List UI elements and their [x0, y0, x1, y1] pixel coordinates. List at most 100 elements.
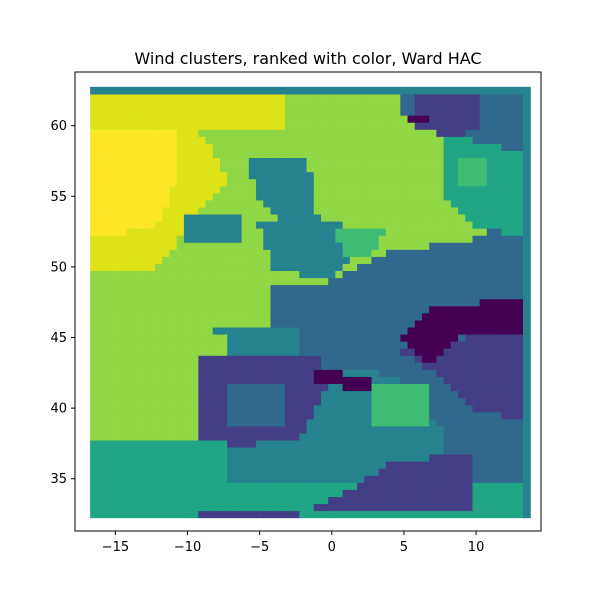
- heatmap-cell: [176, 411, 185, 420]
- heatmap-cell: [400, 115, 409, 123]
- heatmap-cell: [126, 206, 135, 215]
- heatmap-cell: [342, 235, 351, 243]
- heatmap-cell: [126, 383, 135, 392]
- heatmap-cell: [436, 164, 445, 173]
- heatmap-cell: [371, 369, 380, 377]
- heatmap-cell: [234, 242, 243, 250]
- heatmap-cell: [263, 369, 272, 377]
- heatmap-cell: [306, 411, 315, 420]
- heatmap-cell: [443, 277, 452, 286]
- heatmap-cell: [299, 454, 308, 462]
- heatmap-cell: [111, 468, 120, 476]
- heatmap-cell: [198, 298, 207, 307]
- heatmap-cell: [494, 383, 502, 392]
- heatmap-cell: [256, 143, 264, 151]
- heatmap-cell: [133, 185, 142, 194]
- heatmap-cell: [227, 221, 236, 229]
- heatmap-cell: [508, 192, 517, 201]
- heatmap-cell: [133, 362, 142, 370]
- heatmap-cell: [486, 312, 495, 321]
- heatmap-cell: [436, 178, 445, 187]
- heatmap-cell: [472, 136, 481, 144]
- heatmap-cell: [465, 206, 474, 215]
- heatmap-cell: [299, 256, 308, 264]
- heatmap-cell: [97, 355, 106, 363]
- heatmap-cell: [133, 446, 142, 455]
- heatmap-cell: [227, 425, 236, 434]
- heatmap-cell: [429, 383, 437, 392]
- heatmap-cell: [256, 503, 264, 512]
- heatmap-cell: [155, 298, 163, 307]
- heatmap-cell: [133, 404, 142, 413]
- heatmap-cell: [378, 171, 387, 180]
- heatmap-cell: [501, 489, 510, 497]
- heatmap-cell: [90, 369, 98, 377]
- heatmap-cell: [133, 369, 142, 377]
- heatmap-cell: [436, 129, 445, 137]
- heatmap-cell: [342, 411, 351, 420]
- heatmap-cell: [407, 446, 416, 455]
- heatmap-cell: [263, 348, 272, 356]
- heatmap-cell: [256, 108, 264, 116]
- heatmap-cell: [241, 404, 250, 413]
- heatmap-cell: [378, 192, 387, 201]
- heatmap-cell: [385, 291, 394, 300]
- heatmap-cell: [515, 432, 524, 441]
- heatmap-cell: [400, 298, 409, 307]
- heatmap-cell: [155, 178, 163, 187]
- heatmap-cell: [522, 221, 531, 229]
- heatmap-cell: [443, 348, 452, 356]
- heatmap-cell: [494, 199, 502, 208]
- heatmap-cell: [176, 341, 185, 349]
- heatmap-cell: [378, 475, 387, 483]
- heatmap-cell: [126, 482, 135, 490]
- heatmap-cell: [429, 199, 437, 208]
- heatmap-cell: [465, 143, 474, 151]
- heatmap-cell: [212, 425, 221, 434]
- heatmap-cell: [104, 129, 113, 137]
- heatmap-cell: [306, 157, 315, 166]
- heatmap-cell: [104, 213, 113, 222]
- heatmap-cell: [248, 298, 257, 307]
- heatmap-cell: [263, 213, 272, 222]
- heatmap-cell: [421, 362, 430, 370]
- heatmap-cell: [479, 263, 488, 272]
- heatmap-cell: [320, 213, 329, 222]
- heatmap-cell: [292, 446, 300, 455]
- heatmap-cell: [256, 439, 264, 448]
- heatmap-cell: [342, 221, 351, 229]
- heatmap-cell: [140, 489, 149, 497]
- heatmap-cell: [256, 284, 264, 293]
- heatmap-cell: [320, 319, 329, 328]
- heatmap-cell: [400, 213, 409, 222]
- heatmap-cell: [299, 122, 308, 130]
- heatmap-cell: [169, 319, 178, 328]
- heatmap-cell: [400, 192, 409, 201]
- heatmap-cell: [155, 468, 163, 476]
- heatmap-cell: [227, 482, 236, 490]
- heatmap-cell: [465, 270, 474, 279]
- heatmap-cell: [219, 263, 228, 272]
- heatmap-cell: [320, 228, 329, 236]
- heatmap-cell: [234, 228, 243, 236]
- heatmap-cell: [147, 228, 156, 236]
- heatmap-cell: [378, 503, 387, 512]
- heatmap-cell: [198, 199, 207, 208]
- heatmap-cell: [508, 503, 517, 512]
- heatmap-cell: [508, 228, 517, 236]
- heatmap-cell: [494, 362, 502, 370]
- heatmap-cell: [357, 108, 365, 116]
- heatmap-cell: [371, 489, 380, 497]
- heatmap-cell: [90, 206, 98, 215]
- heatmap-cell: [111, 178, 120, 187]
- heatmap-cell: [90, 341, 98, 349]
- heatmap-cell: [393, 341, 401, 349]
- heatmap-cell: [515, 263, 524, 272]
- heatmap-cell: [501, 496, 510, 505]
- heatmap-cell: [256, 489, 264, 497]
- heatmap-cell: [522, 122, 531, 130]
- heatmap-cell: [119, 348, 127, 356]
- heatmap-cell: [357, 263, 365, 272]
- heatmap-cell: [378, 263, 387, 272]
- heatmap-cell: [508, 249, 517, 257]
